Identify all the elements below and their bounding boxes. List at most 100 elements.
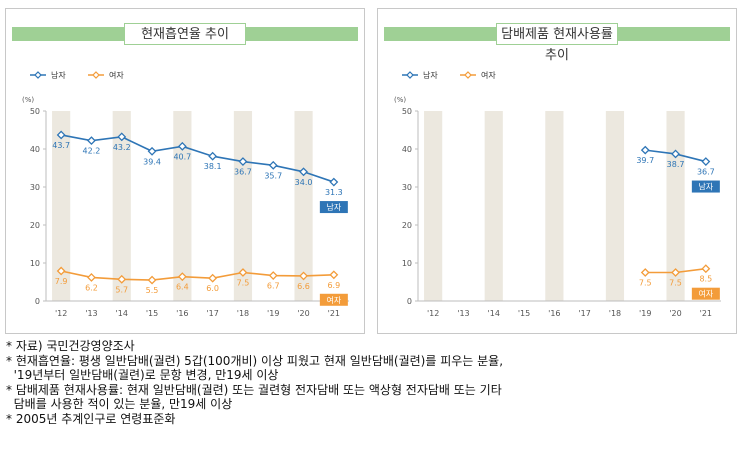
chart-svg-smoking-rate: 0 10 20 30 40 50 (%) '12 '13 '14 '15 '16 '17 '18 '19 '2… xyxy=(22,70,349,318)
chart-panel-smoking-rate: 현재흡연율 추이 0 10 20 30 40 50 (%) '12 '13 '14 '15 '16 '1… xyxy=(5,8,365,334)
footnote-line: * 2005년 추계인구로 연령표준화 xyxy=(6,411,176,426)
footnote-line: '19년부터 일반담배(궐련)로 문항 변경, 만19세 이상 xyxy=(6,368,279,383)
legend-swatch-marker xyxy=(92,71,100,79)
legend-label: 남자 xyxy=(423,71,438,80)
series-end-label: 남자 xyxy=(698,183,713,192)
legend-label: 남자 xyxy=(51,71,66,80)
legend-swatch-marker xyxy=(34,71,42,79)
data-point xyxy=(701,264,711,274)
x-tick-label: '15 xyxy=(518,309,530,318)
background-band xyxy=(484,111,503,301)
data-label: 40.7 xyxy=(173,152,191,161)
series-line-male xyxy=(61,134,335,183)
legend-swatch-marker xyxy=(406,71,414,79)
data-point xyxy=(671,149,680,159)
series-end-badge xyxy=(691,287,720,300)
data-point xyxy=(329,270,339,280)
data-label: 6.0 xyxy=(206,284,219,293)
data-label: 31.3 xyxy=(325,188,343,197)
data-label: 6.2 xyxy=(85,283,98,292)
data-label: 6.4 xyxy=(176,283,189,292)
background-band xyxy=(605,111,625,301)
x-tick-label: '13 xyxy=(85,309,97,318)
data-point xyxy=(640,145,650,155)
series-end-label: 남자 xyxy=(326,203,341,212)
footnote-line: * 자료) 국민건강영양조사 xyxy=(6,339,135,353)
data-label: 43.2 xyxy=(113,143,131,152)
y-tick-label: 10 xyxy=(402,259,412,268)
x-tick-label: '20 xyxy=(297,309,309,318)
data-point xyxy=(268,160,278,170)
title-strip-right xyxy=(240,27,358,41)
data-point xyxy=(701,157,711,166)
title-strip-right xyxy=(612,27,730,41)
x-tick-label: '18 xyxy=(609,309,621,318)
footnote-line: * 담배제품 현재사용률: 현재 일반담배(궐련) 또는 궐련형 전자담배 또는… xyxy=(6,382,502,397)
y-axis-label: (%) xyxy=(22,96,34,104)
data-label: 6.9 xyxy=(327,281,340,290)
x-tick-label: '16 xyxy=(176,309,188,318)
data-point xyxy=(329,177,339,187)
chart-title: 현재흡연율 추이 xyxy=(124,23,246,45)
chart-title-bar: 담배제품 현재사용률 추이 xyxy=(378,23,736,63)
data-point xyxy=(117,132,127,142)
y-tick-label: 20 xyxy=(402,221,412,230)
data-label: 7.5 xyxy=(639,279,652,288)
y-tick-label: 20 xyxy=(30,221,40,230)
x-tick-label: '17 xyxy=(578,309,590,318)
x-tick-label: '16 xyxy=(548,309,560,318)
series-end-label: 여자 xyxy=(698,289,713,299)
data-point xyxy=(299,167,308,177)
data-point xyxy=(177,272,187,282)
x-tick-label: '21 xyxy=(328,309,340,318)
x-tick-label: '12 xyxy=(427,309,439,318)
data-label: 39.4 xyxy=(143,157,161,166)
footnote-line: 담배를 사용한 적이 있는 분율, 만19세 이상 xyxy=(6,397,233,412)
x-tick-label: '13 xyxy=(457,309,469,318)
data-label: 39.7 xyxy=(636,156,654,165)
data-label: 6.6 xyxy=(297,282,310,291)
data-label: 42.2 xyxy=(83,147,101,156)
x-tick-label: '20 xyxy=(669,309,681,318)
data-point xyxy=(56,266,66,276)
legend-swatch-marker xyxy=(464,71,472,79)
data-label: 5.7 xyxy=(115,285,128,294)
y-tick-label: 40 xyxy=(30,145,40,154)
data-label: 7.9 xyxy=(55,277,68,286)
chart-title-bar: 현재흡연율 추이 xyxy=(6,23,364,45)
y-tick-label: 50 xyxy=(30,107,40,116)
data-label: 35.7 xyxy=(264,171,282,180)
data-point xyxy=(671,268,680,277)
data-point xyxy=(147,146,157,156)
data-label: 38.7 xyxy=(667,160,685,169)
data-point xyxy=(299,271,308,281)
x-tick-label: '19 xyxy=(267,309,279,318)
data-point xyxy=(177,141,187,151)
legend-label: 여자 xyxy=(481,70,496,80)
series-line-female xyxy=(60,270,334,281)
data-point xyxy=(56,130,66,140)
x-tick-label: '15 xyxy=(146,309,158,318)
data-point xyxy=(208,273,218,283)
data-label: 38.1 xyxy=(204,162,222,171)
y-tick-label: 40 xyxy=(402,145,412,154)
footnote-line: * 현재흡연율: 평생 일반담배(궐련) 5갑(100개비) 이상 피웠고 현재… xyxy=(6,353,504,368)
y-tick-label: 30 xyxy=(30,183,40,192)
background-band xyxy=(294,111,313,301)
x-tick-label: '18 xyxy=(237,309,249,318)
background-band xyxy=(545,111,564,301)
x-tick-label: '14 xyxy=(488,309,500,318)
data-label: 36.7 xyxy=(234,168,252,177)
background-band xyxy=(52,111,71,301)
background-band xyxy=(233,111,253,301)
y-tick-label: 10 xyxy=(30,259,40,268)
data-point xyxy=(87,273,96,282)
data-label: 5.5 xyxy=(146,286,159,295)
background-band xyxy=(173,111,192,301)
footnotes: * 자료) 국민건강영양조사 * 현재흡연율: 평생 일반담배(궐련) 5갑(1… xyxy=(6,339,741,427)
title-strip-left xyxy=(384,27,502,41)
y-tick-label: 30 xyxy=(402,183,412,192)
data-label: 43.7 xyxy=(52,141,70,150)
data-label: 36.7 xyxy=(697,168,715,177)
x-tick-label: '17 xyxy=(206,309,218,318)
